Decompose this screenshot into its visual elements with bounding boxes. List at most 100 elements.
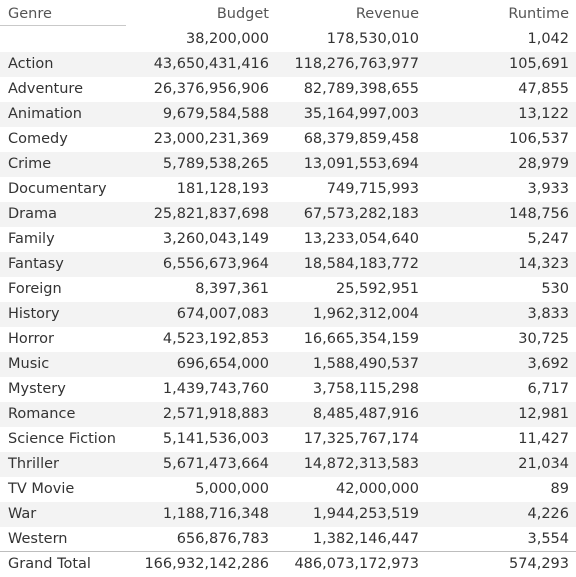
- revenue-cell: 1,944,253,519: [312, 506, 419, 522]
- budget-cell: 5,000,000: [195, 481, 269, 497]
- table-row[interactable]: Fantasy 6,556,673,964 18,584,183,772 14,323: [0, 252, 576, 277]
- table-row[interactable]: Documentary 181,128,193 749,715,993 3,933: [0, 177, 576, 202]
- budget-cell: 656,876,783: [176, 531, 269, 547]
- runtime-cell: 13,122: [518, 106, 569, 122]
- table-row[interactable]: Western 656,876,783 1,382,146,447 3,554: [0, 527, 576, 552]
- revenue-cell: 1,382,146,447: [312, 531, 419, 547]
- genre-cell: Family: [8, 231, 55, 247]
- budget-cell: 6,556,673,964: [162, 256, 269, 272]
- revenue-cell: 35,164,997,003: [303, 106, 419, 122]
- runtime-cell: 21,034: [518, 456, 569, 472]
- runtime-cell: 4,226: [527, 506, 569, 522]
- table-header-row: Genre Budget Revenue Runtime: [0, 2, 576, 27]
- budget-cell: 38,200,000: [185, 31, 269, 47]
- budget-cell: 2,571,918,883: [162, 406, 269, 422]
- revenue-cell: 1,588,490,537: [312, 356, 419, 372]
- budget-cell: 4,523,192,853: [162, 331, 269, 347]
- runtime-cell: 5,247: [527, 231, 569, 247]
- genre-cell: Science Fiction: [8, 431, 116, 447]
- table-row[interactable]: 38,200,000 178,530,010 1,042: [0, 27, 576, 52]
- table-row[interactable]: Science Fiction 5,141,536,003 17,325,767,1…: [0, 427, 576, 452]
- table-row[interactable]: Foreign 8,397,361 25,592,951 530: [0, 277, 576, 302]
- table-row[interactable]: Action 43,650,431,416 118,276,763,977 105,6…: [0, 52, 576, 77]
- genre-cell: Foreign: [8, 281, 62, 297]
- genre-cell: Comedy: [8, 131, 68, 147]
- table-row[interactable]: Horror 4,523,192,853 16,665,354,159 30,725: [0, 327, 576, 352]
- table-row[interactable]: Drama 25,821,837,698 67,573,282,183 148,756: [0, 202, 576, 227]
- genre-cell: Romance: [8, 406, 76, 422]
- grand-total-label: Grand Total: [8, 556, 91, 572]
- runtime-cell: 3,933: [527, 181, 569, 197]
- budget-cell: 674,007,083: [176, 306, 269, 322]
- budget-cell: 26,376,956,906: [153, 81, 269, 97]
- runtime-cell: 105,691: [509, 56, 569, 72]
- revenue-cell: 749,715,993: [326, 181, 419, 197]
- grand-total-budget: 166,932,142,286: [144, 556, 269, 572]
- budget-cell: 9,679,584,588: [162, 106, 269, 122]
- genre-cell: Documentary: [8, 181, 107, 197]
- revenue-cell: 1,962,312,004: [312, 306, 419, 322]
- revenue-cell: 17,325,767,174: [303, 431, 419, 447]
- runtime-cell: 11,427: [518, 431, 569, 447]
- table-row[interactable]: War 1,188,716,348 1,944,253,519 4,226: [0, 502, 576, 527]
- budget-cell: 43,650,431,416: [153, 56, 269, 72]
- table-row[interactable]: Animation 9,679,584,588 35,164,997,003 13,1…: [0, 102, 576, 127]
- genre-cell: Western: [8, 531, 68, 547]
- revenue-cell: 178,530,010: [326, 31, 419, 47]
- table-row[interactable]: Crime 5,789,538,265 13,091,553,694 28,979: [0, 152, 576, 177]
- runtime-cell: 148,756: [509, 206, 569, 222]
- table-row[interactable]: History 674,007,083 1,962,312,004 3,833: [0, 302, 576, 327]
- genre-cell: Fantasy: [8, 256, 64, 272]
- runtime-cell: 12,981: [518, 406, 569, 422]
- revenue-cell: 68,379,859,458: [303, 131, 419, 147]
- table-row[interactable]: Comedy 23,000,231,369 68,379,859,458 106,53…: [0, 127, 576, 152]
- table-row[interactable]: Thriller 5,671,473,664 14,872,313,583 21,03…: [0, 452, 576, 477]
- header-divider: [0, 25, 126, 26]
- runtime-cell: 6,717: [527, 381, 569, 397]
- column-header-budget[interactable]: Budget: [216, 6, 269, 22]
- revenue-cell: 18,584,183,772: [303, 256, 419, 272]
- revenue-cell: 13,091,553,694: [303, 156, 419, 172]
- genre-cell: Horror: [8, 331, 54, 347]
- runtime-cell: 530: [541, 281, 569, 297]
- runtime-cell: 14,323: [518, 256, 569, 272]
- table-row[interactable]: Family 3,260,043,149 13,233,054,640 5,247: [0, 227, 576, 252]
- budget-cell: 5,141,536,003: [162, 431, 269, 447]
- runtime-cell: 3,692: [527, 356, 569, 372]
- table-row[interactable]: Romance 2,571,918,883 8,485,487,916 12,981: [0, 402, 576, 427]
- genre-cell: Crime: [8, 156, 52, 172]
- runtime-cell: 3,833: [527, 306, 569, 322]
- budget-cell: 3,260,043,149: [162, 231, 269, 247]
- genre-cell: History: [8, 306, 60, 322]
- budget-cell: 25,821,837,698: [153, 206, 269, 222]
- budget-cell: 23,000,231,369: [153, 131, 269, 147]
- budget-cell: 181,128,193: [176, 181, 269, 197]
- revenue-cell: 118,276,763,977: [294, 56, 419, 72]
- table-row[interactable]: Adventure 26,376,956,906 82,789,398,655 47,…: [0, 77, 576, 102]
- revenue-cell: 42,000,000: [335, 481, 419, 497]
- column-header-genre[interactable]: Genre: [8, 6, 52, 22]
- grand-total-row: Grand Total 166,932,142,286 486,073,172,…: [0, 552, 576, 577]
- column-header-runtime[interactable]: Runtime: [508, 6, 569, 22]
- budget-cell: 8,397,361: [195, 281, 269, 297]
- budget-cell: 1,439,743,760: [162, 381, 269, 397]
- revenue-cell: 3,758,115,298: [312, 381, 419, 397]
- revenue-cell: 82,789,398,655: [303, 81, 419, 97]
- revenue-cell: 8,485,487,916: [312, 406, 419, 422]
- grand-total-runtime: 574,293: [509, 556, 569, 572]
- table-row[interactable]: Mystery 1,439,743,760 3,758,115,298 6,717: [0, 377, 576, 402]
- revenue-cell: 67,573,282,183: [303, 206, 419, 222]
- budget-cell: 5,671,473,664: [162, 456, 269, 472]
- genre-cell: War: [8, 506, 37, 522]
- genre-cell: Drama: [8, 206, 58, 222]
- revenue-cell: 14,872,313,583: [303, 456, 419, 472]
- table-row[interactable]: TV Movie 5,000,000 42,000,000 89: [0, 477, 576, 502]
- genre-cell: Thriller: [8, 456, 59, 472]
- runtime-cell: 28,979: [518, 156, 569, 172]
- column-header-revenue[interactable]: Revenue: [355, 6, 419, 22]
- runtime-cell: 1,042: [527, 31, 569, 47]
- table-row[interactable]: Music 696,654,000 1,588,490,537 3,692: [0, 352, 576, 377]
- runtime-cell: 30,725: [518, 331, 569, 347]
- budget-cell: 5,789,538,265: [162, 156, 269, 172]
